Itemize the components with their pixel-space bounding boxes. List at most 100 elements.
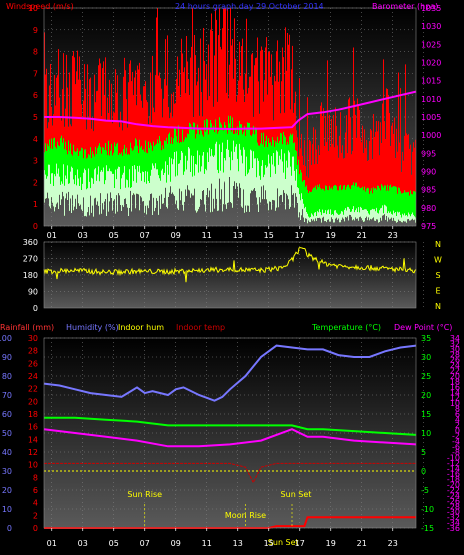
compass-label: W (434, 256, 442, 265)
wind-x-tick-label: 21 (357, 231, 367, 240)
direction-panel-frame (43, 241, 417, 309)
wind-x-tick-label: 05 (109, 231, 119, 240)
barometer-tick-label: 1005 (421, 113, 441, 122)
temp-x-tick-label: 07 (140, 539, 150, 548)
event-label: Sun Rise (127, 490, 162, 499)
temp-x-tick-label: 09 (171, 539, 181, 548)
dew-point-tick-label: 2 (455, 421, 460, 430)
dew-point-tick-label: 20 (450, 372, 460, 381)
humidity-line (43, 344, 417, 402)
temp-x-tick-label: 05 (109, 539, 119, 548)
temp-x-tick-label: 15 (264, 539, 274, 548)
temp-panel-background (44, 338, 416, 528)
dew-point-tick-label: 28 (450, 350, 460, 359)
wind-x-tick-label: 15 (264, 231, 274, 240)
dew-point-tick-label: -22 (447, 486, 460, 495)
dew-point-tick-label: -10 (447, 453, 460, 462)
indoor-temp-line (44, 462, 416, 484)
dew-point-tick-label: -4 (452, 437, 460, 446)
dew-point-tick-label: 8 (455, 405, 460, 414)
dew-point-tick-label: -12 (447, 459, 460, 468)
windspeed-tick-label: 0 (33, 222, 38, 231)
direction-tick-label: 270 (23, 255, 38, 264)
temp-x-tick-label: 13 (233, 539, 243, 548)
windspeed-tick-label: 7 (33, 69, 38, 78)
windspeed-tick-label: 4 (33, 135, 38, 144)
barometer-tick-label: 1035 (421, 4, 441, 13)
rain-tick-label: 30 (28, 334, 38, 343)
temperature-tick-label: 10 (421, 429, 431, 438)
temperature-tick-label: -15 (421, 524, 434, 533)
compass-label: S (435, 271, 440, 280)
temp-x-tick-label: 01 (47, 539, 57, 548)
humidity-tick-label: 60 (2, 410, 12, 419)
dew-point-tick-label: 10 (450, 399, 460, 408)
rain-tick-label: 8 (33, 473, 38, 482)
temperature-tick-label: 5 (421, 448, 426, 457)
rain-tick-label: 20 (28, 397, 38, 406)
rain-tick-label: 4 (33, 499, 38, 508)
dew-point-line (43, 428, 417, 448)
wind-x-tick-label: 03 (78, 231, 88, 240)
dew-point-tick-label: 26 (450, 356, 460, 365)
dew-point-tick-label: -30 (447, 508, 460, 517)
temperature-tick-label: -5 (421, 486, 429, 495)
temperature-tick-label: 30 (421, 353, 431, 362)
rain-tick-label: 16 (28, 423, 38, 432)
dew-point-tick-label: 22 (450, 367, 460, 376)
dew-point-tick-label: -28 (447, 502, 460, 511)
temp-panel-frame (43, 337, 417, 529)
barometer-tick-label: 985 (421, 186, 436, 195)
windspeed-tick-label: 6 (33, 91, 38, 100)
wind-panel-frame (43, 7, 417, 227)
dew-point-tick-label: 18 (450, 377, 460, 386)
rain-tick-label: 14 (28, 435, 38, 444)
rain-tick-label: 0 (33, 524, 38, 533)
rain-tick-label: 28 (28, 347, 38, 356)
indoor-hum-legend: Indoor hum (118, 323, 164, 332)
wind-x-tick-label: 09 (171, 231, 181, 240)
windspeed-legend: Windspeed (m/s) (6, 2, 74, 11)
barometer-tick-label: 975 (421, 222, 436, 231)
humidity-legend: Humidity (%) (66, 323, 119, 332)
rain-tick-label: 6 (33, 486, 38, 495)
dew-point-tick-label: 30 (450, 345, 460, 354)
wind-x-tick-label: 11 (202, 231, 212, 240)
temperature-tick-label: -10 (421, 505, 434, 514)
dew-point-tick-label: -26 (447, 497, 460, 506)
wind-x-tick-label: 23 (388, 231, 398, 240)
dew-point-tick-label: 4 (455, 415, 460, 424)
dew-point-tick-label: 6 (455, 410, 460, 419)
wind-x-tick-label: 17 (295, 231, 305, 240)
wind-x-tick-label: 07 (140, 231, 150, 240)
temperature-legend: Temperature (°C) (311, 323, 381, 332)
temp-x-tick-label: 11 (202, 539, 212, 548)
windspeed-tick-label: 10 (28, 4, 38, 13)
temp-x-tick-label: 23 (388, 539, 398, 548)
direction-tick-label: 90 (28, 288, 38, 297)
temp-x-tick-label: 17 (295, 539, 305, 548)
windspeed-tick-label: 5 (33, 113, 38, 122)
barometer-legend: Barometer (hpa) (372, 2, 438, 11)
dew-point-tick-label: 0 (455, 426, 460, 435)
humidity-tick-label: 70 (2, 391, 12, 400)
temperature-tick-label: 15 (421, 410, 431, 419)
temperature-line (44, 416, 417, 436)
wind-direction-line (43, 246, 417, 283)
event-label: Sun Set (281, 490, 312, 499)
temperature-tick-label: 35 (421, 334, 431, 343)
rain-tick-label: 26 (28, 359, 38, 368)
rain-tick-label: 22 (28, 385, 38, 394)
dew-point-tick-label: 32 (450, 339, 460, 348)
wind-x-tick-label: 19 (326, 231, 336, 240)
dew-point-legend: Dew Point (°C) (394, 323, 452, 332)
barometer-line (44, 90, 417, 131)
barometer-tick-label: 1020 (421, 59, 441, 68)
event-label: Sun Set (268, 538, 299, 547)
barometer-tick-label: 1000 (421, 131, 441, 140)
graph-title: 24 hours graph day 29 October 2014 (175, 2, 324, 11)
dew-point-tick-label: -16 (447, 470, 460, 479)
wind-x-tick-label: 13 (233, 231, 243, 240)
temperature-tick-label: 20 (421, 391, 431, 400)
